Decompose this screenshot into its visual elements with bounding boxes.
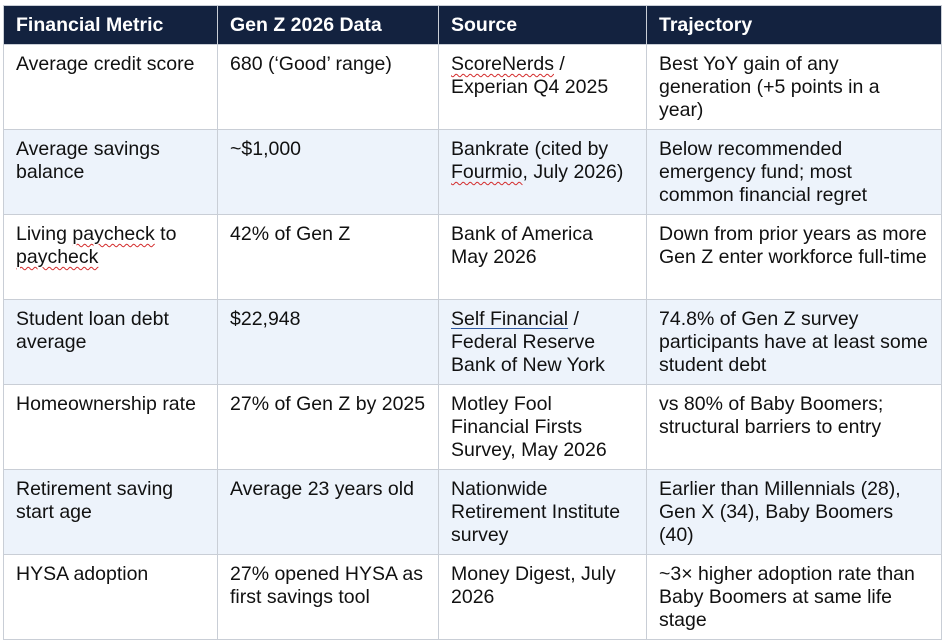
column-header-trajectory: Trajectory bbox=[646, 5, 942, 45]
source-text: Bankrate (cited by bbox=[451, 138, 609, 160]
cell-source: Bank of America May 2026 bbox=[438, 214, 647, 300]
source-link[interactable]: Self Financial bbox=[451, 308, 569, 330]
spellcheck-flagged-word[interactable]: paycheck bbox=[72, 223, 155, 245]
cell-trajectory: Down from prior years as more Gen Z ente… bbox=[646, 214, 942, 300]
cell-trajectory: Earlier than Millennials (28), Gen X (34… bbox=[646, 469, 942, 555]
metric-text: Living bbox=[16, 223, 73, 245]
column-header-metric: Financial Metric bbox=[3, 5, 218, 45]
cell-metric: Homeownership rate bbox=[3, 384, 218, 470]
cell-source: Money Digest, July 2026 bbox=[438, 554, 647, 640]
table-row: Living paycheck to paycheck 42% of Gen Z… bbox=[3, 214, 942, 300]
cell-source: Self Financial / Federal Reserve Bank of… bbox=[438, 299, 647, 385]
cell-source: Nationwide Retirement Institute survey bbox=[438, 469, 647, 555]
column-header-source: Source bbox=[438, 5, 647, 45]
metric-text: to bbox=[154, 223, 177, 245]
table-row: Student loan debt average $22,948 Self F… bbox=[3, 299, 942, 385]
cell-trajectory: ~3× higher adoption rate than Baby Boome… bbox=[646, 554, 942, 640]
spellcheck-flagged-word[interactable]: paycheck bbox=[16, 246, 99, 268]
cell-metric: Living paycheck to paycheck bbox=[3, 214, 218, 300]
source-text: , July 2026) bbox=[522, 161, 624, 183]
cell-data: 27% of Gen Z by 2025 bbox=[217, 384, 439, 470]
cell-metric: Retirement saving start age bbox=[3, 469, 218, 555]
spellcheck-flagged-word[interactable]: Fourmio bbox=[451, 161, 523, 183]
financial-table-container: Financial Metric Gen Z 2026 Data Source … bbox=[3, 5, 942, 640]
cell-data: 27% opened HYSA as first savings tool bbox=[217, 554, 439, 640]
table-header-row: Financial Metric Gen Z 2026 Data Source … bbox=[3, 5, 942, 45]
cell-trajectory: 74.8% of Gen Z survey participants have … bbox=[646, 299, 942, 385]
cell-data: 42% of Gen Z bbox=[217, 214, 439, 300]
cell-source: ScoreNerds / Experian Q4 2025 bbox=[438, 44, 647, 130]
cell-trajectory: Best YoY gain of any generation (+5 poin… bbox=[646, 44, 942, 130]
cell-data: $22,948 bbox=[217, 299, 439, 385]
cell-data: ~$1,000 bbox=[217, 129, 439, 215]
gen-z-financial-table: Financial Metric Gen Z 2026 Data Source … bbox=[3, 5, 942, 640]
table-row: Average savings balance ~$1,000 Bankrate… bbox=[3, 129, 942, 215]
table-row: Average credit score 680 (‘Good’ range) … bbox=[3, 44, 942, 130]
table-row: HYSA adoption 27% opened HYSA as first s… bbox=[3, 554, 942, 640]
table-row: Retirement saving start age Average 23 y… bbox=[3, 469, 942, 555]
cell-metric: HYSA adoption bbox=[3, 554, 218, 640]
source-text: / Federal Reserve Bank of New York bbox=[451, 308, 605, 376]
cell-metric: Average savings balance bbox=[3, 129, 218, 215]
spellcheck-flagged-word[interactable]: ScoreNerds bbox=[451, 53, 554, 75]
table-row: Homeownership rate 27% of Gen Z by 2025 … bbox=[3, 384, 942, 470]
source-text: / Experian Q4 2025 bbox=[451, 53, 609, 98]
cell-source: Bankrate (cited by Fourmio, July 2026) bbox=[438, 129, 647, 215]
cell-trajectory: vs 80% of Baby Boomers; structural barri… bbox=[646, 384, 942, 470]
cell-metric: Student loan debt average bbox=[3, 299, 218, 385]
cell-data: Average 23 years old bbox=[217, 469, 439, 555]
cell-data: 680 (‘Good’ range) bbox=[217, 44, 439, 130]
cell-trajectory: Below recommended emergency fund; most c… bbox=[646, 129, 942, 215]
cell-source: Motley Fool Financial Firsts Survey, May… bbox=[438, 384, 647, 470]
column-header-data: Gen Z 2026 Data bbox=[217, 5, 439, 45]
cell-metric: Average credit score bbox=[3, 44, 218, 130]
